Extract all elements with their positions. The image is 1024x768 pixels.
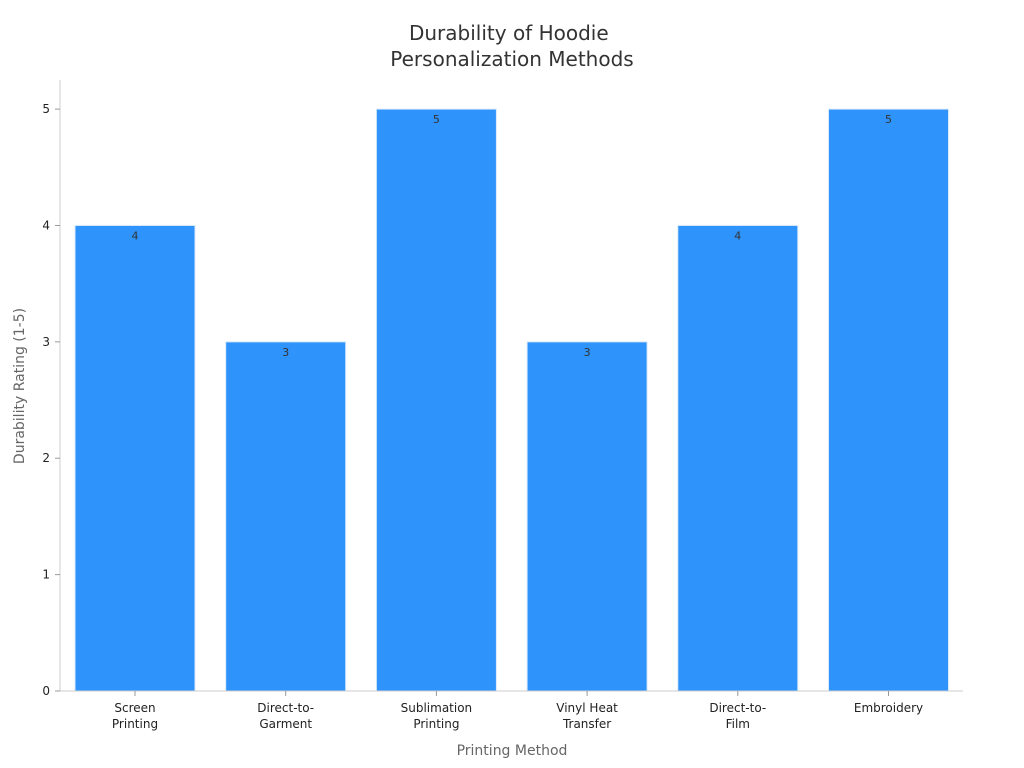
x-tick-label-4-line-1: Film	[726, 717, 750, 731]
x-tick-label-1-line-0: Direct-to-	[257, 701, 314, 715]
y-axis-title: Durability Rating (1-5)	[12, 308, 28, 464]
x-tick-label-0-line-0: Screen	[114, 701, 155, 715]
x-tick-label-3: Vinyl Heat Transfer	[556, 701, 618, 731]
x-tick-label-4-line-0: Direct-to-	[709, 701, 766, 715]
plot-area: 4 3 5 3 4 5	[74, 108, 949, 692]
bar-1	[225, 341, 347, 692]
y-tick-label-5: 5	[42, 102, 50, 116]
chart-title-line-2: Personalization Methods	[390, 47, 633, 71]
x-tick-label-3-line-1: Transfer	[562, 717, 611, 731]
x-tick-label-1-line-1: Garment	[259, 717, 312, 731]
y-tick-label-3: 3	[42, 335, 50, 349]
bar-5	[828, 108, 949, 692]
y-tick-label-0: 0	[42, 684, 50, 698]
bar-value-label-1: 3	[282, 346, 289, 359]
chart-title-line-1: Durability of Hoodie	[409, 21, 609, 45]
bar-value-label-5: 5	[885, 113, 892, 126]
x-tick-label-0: Screen Printing	[112, 701, 158, 731]
x-tick-label-2: Sublimation Printing	[401, 701, 473, 731]
x-tick-label-1: Direct-to- Garment	[257, 701, 314, 731]
x-tick-label-2-line-1: Printing	[413, 717, 459, 731]
bar-3	[526, 341, 648, 692]
bar-value-label-2: 5	[433, 113, 440, 126]
y-tick-label-2: 2	[42, 451, 50, 465]
x-tick-label-5: Embroidery	[854, 701, 923, 715]
bar-value-label-4: 4	[734, 229, 741, 242]
bar-2	[375, 108, 497, 692]
x-tick-label-2-line-0: Sublimation	[401, 701, 473, 715]
x-axis-title: Printing Method	[457, 743, 568, 759]
x-axis-ticks: Screen Printing Direct-to- Garment Sublimati…	[112, 691, 923, 731]
y-axis-ticks: 0 1 2 3 4 5	[42, 102, 60, 698]
y-tick-label-4: 4	[42, 218, 50, 232]
chart-title: Durability of Hoodie Personalization Met…	[390, 21, 633, 71]
bar-value-label-0: 4	[132, 229, 139, 242]
x-tick-label-4: Direct-to- Film	[709, 701, 766, 731]
bar-value-label-3: 3	[584, 346, 591, 359]
bar-0	[74, 224, 196, 692]
y-tick-label-1: 1	[42, 568, 50, 582]
x-tick-label-0-line-1: Printing	[112, 717, 158, 731]
x-tick-label-3-line-0: Vinyl Heat	[556, 701, 618, 715]
x-tick-label-5-line-0: Embroidery	[854, 701, 923, 715]
bar-4	[677, 224, 799, 692]
